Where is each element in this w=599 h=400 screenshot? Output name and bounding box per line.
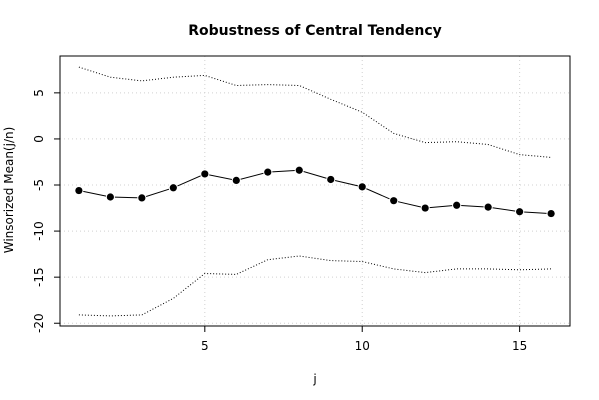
x-axis-label: j [312, 372, 316, 386]
data-point [390, 197, 398, 205]
data-point [201, 170, 209, 178]
chart-title: Robustness of Central Tendency [188, 23, 442, 39]
y-axis-label: Winsorized Mean(j/n) [2, 127, 16, 254]
points-layer [74, 165, 556, 219]
data-point [169, 184, 177, 192]
data-point [358, 183, 366, 191]
axes-layer: 5 10 15 -20 -15 -10 -5 0 5 [32, 55, 571, 353]
x-tick-label: 5 [201, 339, 209, 353]
y-tick-label: 0 [32, 135, 46, 143]
y-tick-label: 5 [32, 89, 46, 97]
plot-frame [59, 55, 571, 327]
data-point [75, 186, 83, 195]
grid-layer [60, 56, 570, 326]
y-tick-label: -10 [32, 221, 46, 241]
y-tick-label: -20 [32, 313, 46, 333]
data-point [106, 193, 114, 201]
data-point [327, 175, 335, 184]
x-tick-label: 15 [512, 339, 527, 353]
data-point [484, 203, 492, 211]
data-point [453, 201, 461, 209]
winsorized-mean-line [78, 169, 552, 215]
data-point [421, 204, 429, 212]
data-point [138, 194, 146, 202]
upper-bound-line [78, 66, 552, 158]
y-tick-label: -5 [32, 179, 46, 191]
data-point [264, 168, 272, 176]
lower-bound-line [78, 255, 552, 317]
data-point [547, 209, 555, 218]
data-point [232, 176, 240, 185]
series-layer [78, 66, 552, 317]
y-tick-label: -15 [32, 267, 46, 287]
x-tick-label: 10 [355, 339, 370, 353]
data-point [516, 208, 524, 216]
data-point [295, 166, 303, 174]
